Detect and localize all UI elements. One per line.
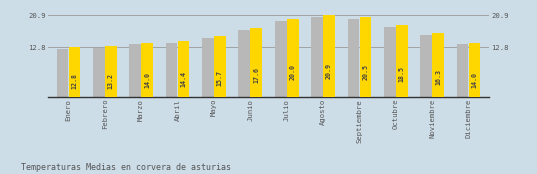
Text: 14.4: 14.4 <box>180 71 186 87</box>
Bar <box>360 17 371 97</box>
Text: 16.3: 16.3 <box>436 69 441 85</box>
Text: 15.7: 15.7 <box>217 70 223 86</box>
Bar <box>129 45 141 97</box>
Text: 12.8: 12.8 <box>71 73 77 89</box>
Bar <box>166 43 177 97</box>
Text: Temperaturas Medias en corvera de asturias: Temperaturas Medias en corvera de asturi… <box>21 163 231 172</box>
Bar <box>323 15 335 97</box>
Bar <box>457 45 468 97</box>
Text: 13.2: 13.2 <box>108 73 114 89</box>
Bar <box>396 25 408 97</box>
Bar <box>238 30 250 97</box>
Text: 20.0: 20.0 <box>289 64 296 80</box>
Bar <box>347 19 359 97</box>
Bar <box>105 46 117 97</box>
Bar <box>69 47 80 97</box>
Bar <box>178 41 190 97</box>
Bar <box>420 35 432 97</box>
Bar <box>432 33 444 97</box>
Bar <box>250 28 262 97</box>
Bar <box>214 36 226 97</box>
Bar <box>287 19 299 97</box>
Text: 17.6: 17.6 <box>253 67 259 83</box>
Text: 18.5: 18.5 <box>399 66 405 82</box>
Bar <box>141 42 153 97</box>
Bar <box>311 17 323 97</box>
Text: 14.0: 14.0 <box>471 72 477 88</box>
Bar <box>384 27 396 97</box>
Text: 20.5: 20.5 <box>362 64 368 80</box>
Bar <box>93 48 105 97</box>
Text: 14.0: 14.0 <box>144 72 150 88</box>
Bar <box>56 49 68 97</box>
Bar <box>469 42 481 97</box>
Bar <box>202 38 214 97</box>
Bar <box>275 21 287 97</box>
Text: 20.9: 20.9 <box>326 63 332 79</box>
